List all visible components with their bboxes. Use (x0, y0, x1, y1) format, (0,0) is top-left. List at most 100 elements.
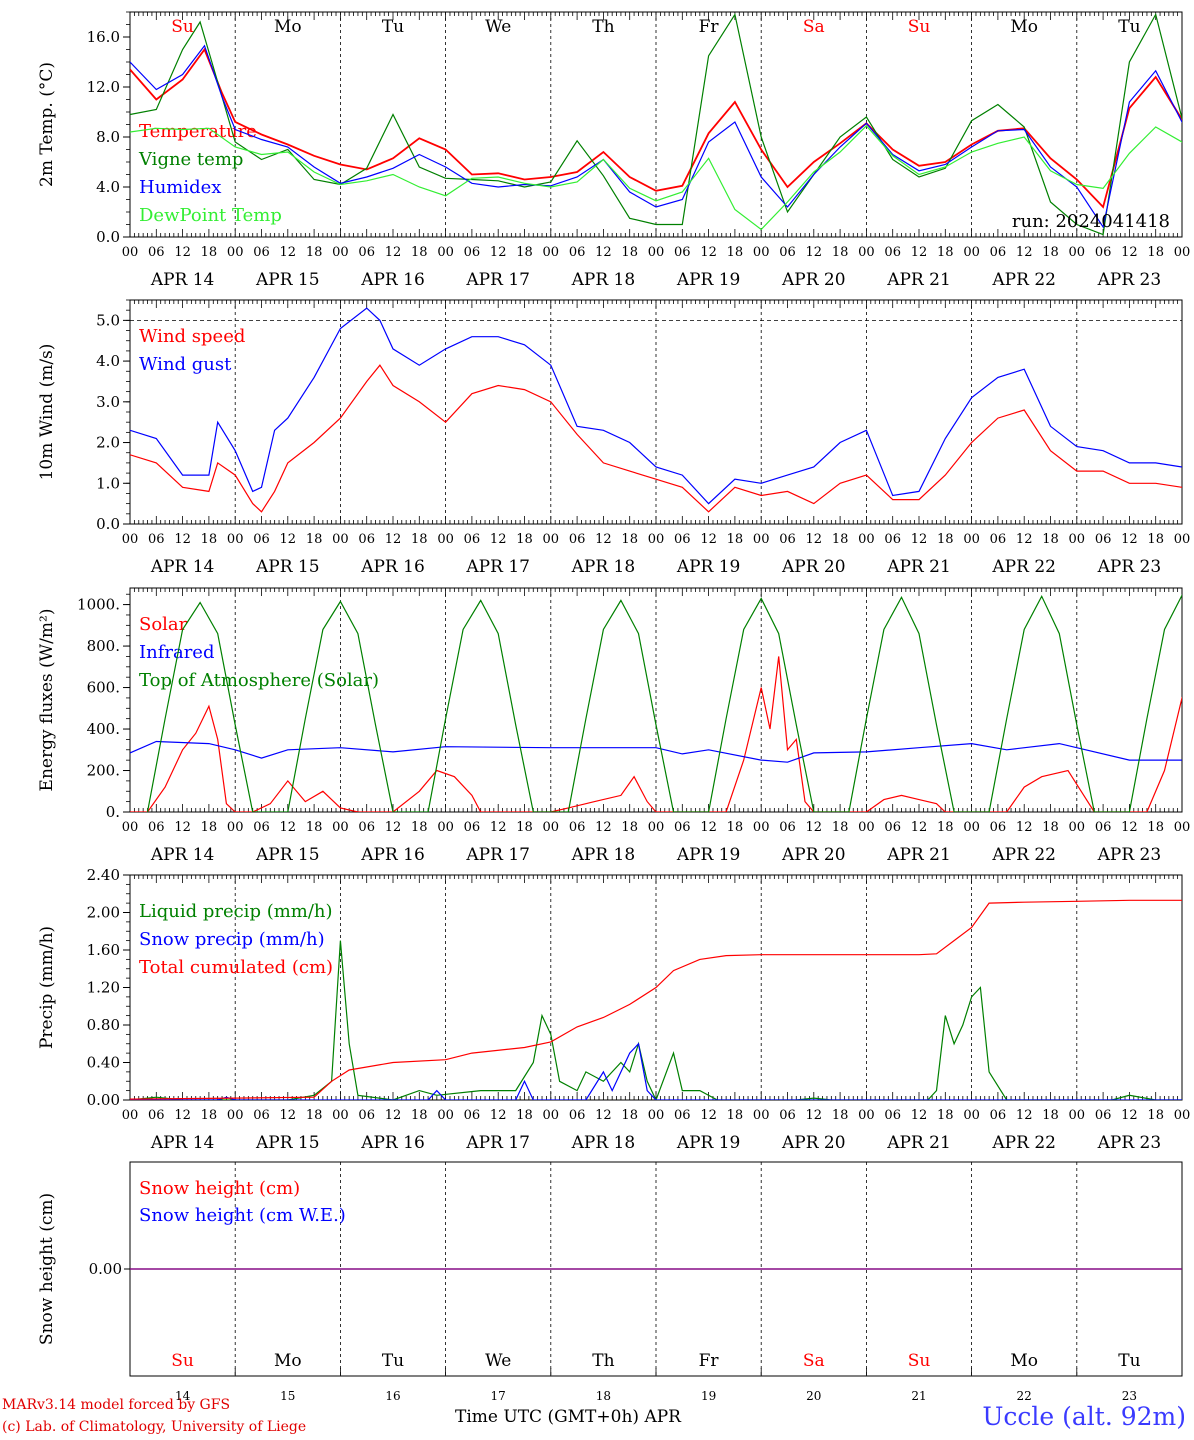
hour-tick-label: 00 (963, 532, 980, 547)
plot-frame (129, 299, 1183, 525)
hour-tick-label: 18 (201, 820, 218, 835)
hour-tick-label: 12 (1121, 820, 1138, 835)
hour-tick-label: 18 (411, 245, 428, 260)
hour-tick-label: 00 (1069, 1108, 1086, 1123)
hour-tick-label: 00 (1069, 245, 1086, 260)
hour-tick-label: 00 (753, 532, 770, 547)
day-name: Th (592, 1351, 614, 1371)
hour-tick-label: 12 (1121, 245, 1138, 260)
hour-tick-label: 18 (727, 245, 744, 260)
hour-tick-label: 12 (595, 532, 612, 547)
day-name: Fr (699, 1351, 720, 1371)
date-label: APR 16 (360, 1133, 425, 1153)
day-number: 14 (175, 1389, 191, 1403)
date-label: APR 17 (465, 1133, 530, 1153)
day-number: 21 (911, 1389, 926, 1403)
y-tick-label: 0.00 (89, 1260, 122, 1278)
hour-tick-label: 06 (464, 532, 481, 547)
hour-tick-label: 06 (990, 1108, 1007, 1123)
hour-tick-label: 12 (806, 245, 823, 260)
y-tick-label: 2.00 (87, 904, 120, 922)
date-label: APR 14 (150, 270, 215, 290)
hour-tick-label: 06 (990, 532, 1007, 547)
hour-tick-label: 06 (674, 820, 691, 835)
hour-tick-label: 12 (1016, 532, 1033, 547)
y-tick-label: 1.60 (87, 941, 120, 959)
hour-tick-label: 18 (306, 1108, 323, 1123)
hour-tick-label: 06 (148, 532, 165, 547)
day-number: 23 (1122, 1389, 1137, 1403)
hour-tick-label: 12 (174, 532, 191, 547)
hour-tick-label: 18 (411, 1108, 428, 1123)
hour-tick-label: 18 (201, 245, 218, 260)
model-credit: MARv3.14 model forced by GFS (2, 1397, 231, 1413)
date-label: APR 16 (360, 845, 425, 865)
hour-tick-label: 06 (779, 1108, 796, 1123)
hour-tick-label: 06 (358, 820, 375, 835)
hour-tick-label: 06 (1095, 1108, 1112, 1123)
hour-tick-label: 00 (437, 532, 454, 547)
panels-layer: 0.0 4.0 8.0 12.0 16.0 2m Temp. (°C) Temperatur… (37, 11, 1190, 1403)
plot-frame (129, 587, 1183, 813)
hour-tick-label: 12 (385, 245, 402, 260)
hour-tick-label: 00 (963, 820, 980, 835)
chart-panel-5: 0.00 Snow height (cm) Snow height (cm) Snow… (37, 1161, 1183, 1403)
hour-tick-label: 00 (1069, 532, 1086, 547)
date-label: APR 14 (150, 845, 215, 865)
date-label: APR 21 (886, 1133, 951, 1153)
hour-tick-label: 18 (411, 532, 428, 547)
hour-tick-label: 00 (648, 245, 665, 260)
legend-entry: Wind gust (139, 354, 232, 375)
y-tick-label: 1000. (77, 596, 120, 614)
hour-tick-label: 06 (1095, 820, 1112, 835)
y-tick-label: 0.80 (87, 1016, 120, 1034)
hour-tick-label: 06 (253, 1108, 270, 1123)
hour-tick-label: 18 (306, 245, 323, 260)
date-label: APR 22 (991, 1133, 1056, 1153)
y-tick-label: 0.00 (87, 1091, 120, 1109)
hour-tick-label: 18 (727, 532, 744, 547)
date-label: APR 20 (781, 557, 846, 577)
series-line-vigne-temp (130, 12, 1182, 236)
day-number: 20 (806, 1389, 821, 1403)
legend-entry: Snow height (cm W.E.) (139, 1205, 346, 1226)
date-label: APR 17 (465, 557, 530, 577)
day-name: Th (592, 17, 614, 37)
y-axis-label: Energy fluxes (W/m²) (37, 609, 57, 792)
hour-tick-label: 12 (385, 532, 402, 547)
series-line-wind-gust (130, 307, 1182, 505)
date-label: APR 14 (150, 1133, 215, 1153)
hour-tick-label: 00 (227, 1108, 244, 1123)
hour-tick-label: 06 (148, 820, 165, 835)
hour-tick-label: 06 (674, 532, 691, 547)
day-name: Mo (1010, 1351, 1038, 1371)
day-name: Sa (803, 1351, 825, 1371)
series-line-wind-speed (130, 364, 1182, 513)
hour-tick-label: 00 (437, 820, 454, 835)
date-label: APR 16 (360, 270, 425, 290)
y-tick-label: 200. (87, 762, 120, 780)
y-axis-label: 2m Temp. (°C) (37, 62, 57, 187)
hour-tick-label: 00 (543, 245, 560, 260)
hour-tick-label: 18 (937, 532, 954, 547)
hour-tick-label: 18 (516, 820, 533, 835)
date-label: APR 15 (255, 845, 320, 865)
date-label: APR 20 (781, 845, 846, 865)
day-name: Tu (382, 17, 404, 37)
hour-tick-label: 00 (227, 245, 244, 260)
date-label: APR 23 (1097, 1133, 1162, 1153)
y-tick-label: 1.20 (87, 979, 120, 997)
y-tick-label: 2.40 (87, 866, 120, 884)
hour-tick-label: 12 (385, 1108, 402, 1123)
y-axis-label: Precip (mm/h) (37, 926, 57, 1049)
hour-tick-label: 06 (358, 1108, 375, 1123)
hour-tick-label: 06 (464, 245, 481, 260)
hour-tick-label: 12 (700, 245, 717, 260)
hour-tick-label: 06 (148, 1108, 165, 1123)
date-label: APR 19 (676, 557, 741, 577)
hour-tick-label: 06 (253, 245, 270, 260)
hour-tick-label: 12 (280, 820, 297, 835)
hour-tick-label: 18 (621, 245, 638, 260)
hour-tick-label: 18 (1042, 245, 1059, 260)
